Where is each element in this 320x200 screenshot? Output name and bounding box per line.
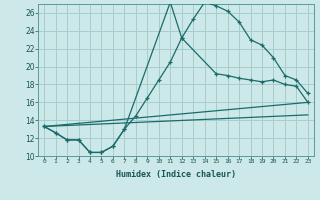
X-axis label: Humidex (Indice chaleur): Humidex (Indice chaleur) xyxy=(116,170,236,179)
